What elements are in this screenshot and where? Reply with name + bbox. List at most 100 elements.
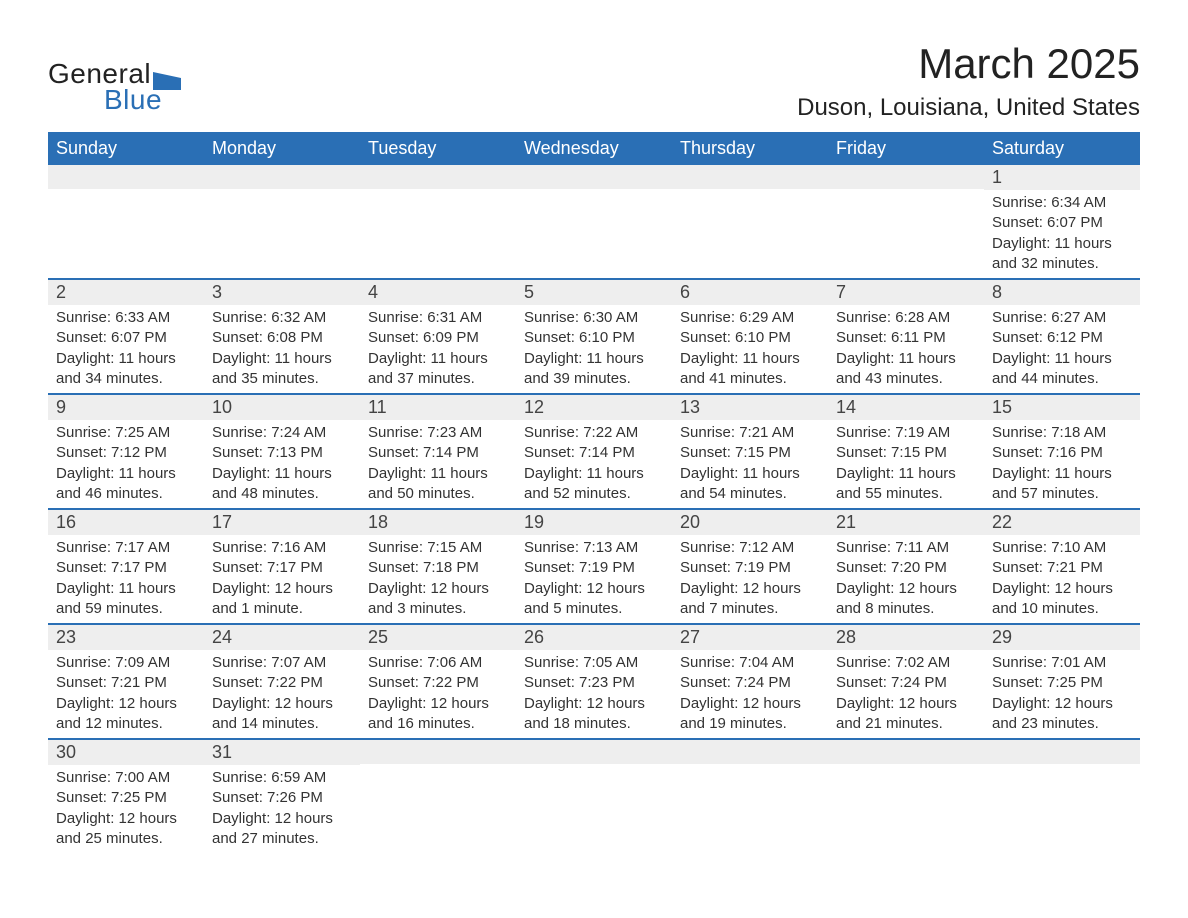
day-number: 2: [48, 280, 204, 305]
calendar-cell: [984, 739, 1140, 853]
day-body-empty: [984, 764, 1140, 784]
day-body: Sunrise: 7:04 AMSunset: 7:24 PMDaylight:…: [672, 650, 828, 738]
sunrise-line: Sunrise: 7:15 AM: [368, 538, 508, 558]
sunrise-line: Sunrise: 7:09 AM: [56, 653, 196, 673]
day-number: 16: [48, 510, 204, 535]
day-header: Tuesday: [360, 132, 516, 165]
day-body-empty: [516, 189, 672, 209]
daylight-line-1: Daylight: 11 hours: [680, 464, 820, 484]
sunset-line: Sunset: 7:19 PM: [524, 558, 664, 578]
sunset-line: Sunset: 7:14 PM: [368, 443, 508, 463]
day-number: 8: [984, 280, 1140, 305]
day-body: Sunrise: 6:29 AMSunset: 6:10 PMDaylight:…: [672, 305, 828, 393]
calendar-cell: [360, 739, 516, 853]
day-number-empty: [360, 740, 516, 764]
sunrise-line: Sunrise: 7:06 AM: [368, 653, 508, 673]
sunrise-line: Sunrise: 7:23 AM: [368, 423, 508, 443]
sunrise-line: Sunrise: 7:10 AM: [992, 538, 1132, 558]
calendar-cell: 17Sunrise: 7:16 AMSunset: 7:17 PMDayligh…: [204, 509, 360, 624]
daylight-line-2: and 21 minutes.: [836, 714, 976, 734]
day-number: 25: [360, 625, 516, 650]
daylight-line-1: Daylight: 12 hours: [992, 579, 1132, 599]
daylight-line-1: Daylight: 12 hours: [368, 694, 508, 714]
daylight-line-1: Daylight: 12 hours: [56, 809, 196, 829]
daylight-line-1: Daylight: 11 hours: [992, 464, 1132, 484]
sunset-line: Sunset: 7:25 PM: [56, 788, 196, 808]
calendar-cell: 23Sunrise: 7:09 AMSunset: 7:21 PMDayligh…: [48, 624, 204, 739]
day-number: 22: [984, 510, 1140, 535]
day-header: Sunday: [48, 132, 204, 165]
daylight-line-2: and 52 minutes.: [524, 484, 664, 504]
day-number: 11: [360, 395, 516, 420]
day-number: 12: [516, 395, 672, 420]
sunset-line: Sunset: 7:22 PM: [212, 673, 352, 693]
sunset-line: Sunset: 7:12 PM: [56, 443, 196, 463]
daylight-line-2: and 14 minutes.: [212, 714, 352, 734]
day-body-empty: [828, 189, 984, 209]
day-body: Sunrise: 7:24 AMSunset: 7:13 PMDaylight:…: [204, 420, 360, 508]
calendar-cell: 20Sunrise: 7:12 AMSunset: 7:19 PMDayligh…: [672, 509, 828, 624]
day-header-row: Sunday Monday Tuesday Wednesday Thursday…: [48, 132, 1140, 165]
daylight-line-1: Daylight: 12 hours: [524, 579, 664, 599]
sunrise-line: Sunrise: 7:12 AM: [680, 538, 820, 558]
day-number: 4: [360, 280, 516, 305]
daylight-line-1: Daylight: 12 hours: [368, 579, 508, 599]
calendar-cell: 14Sunrise: 7:19 AMSunset: 7:15 PMDayligh…: [828, 394, 984, 509]
month-title: March 2025: [797, 40, 1140, 88]
calendar-cell: 28Sunrise: 7:02 AMSunset: 7:24 PMDayligh…: [828, 624, 984, 739]
calendar-cell: 31Sunrise: 6:59 AMSunset: 7:26 PMDayligh…: [204, 739, 360, 853]
day-body: Sunrise: 7:15 AMSunset: 7:18 PMDaylight:…: [360, 535, 516, 623]
calendar-cell: 2Sunrise: 6:33 AMSunset: 6:07 PMDaylight…: [48, 279, 204, 394]
day-body: Sunrise: 7:13 AMSunset: 7:19 PMDaylight:…: [516, 535, 672, 623]
calendar-cell: 1Sunrise: 6:34 AMSunset: 6:07 PMDaylight…: [984, 165, 1140, 279]
sunrise-line: Sunrise: 7:02 AM: [836, 653, 976, 673]
sunset-line: Sunset: 7:17 PM: [212, 558, 352, 578]
daylight-line-2: and 39 minutes.: [524, 369, 664, 389]
calendar-cell: 21Sunrise: 7:11 AMSunset: 7:20 PMDayligh…: [828, 509, 984, 624]
day-number-empty: [828, 165, 984, 189]
calendar-cell: 22Sunrise: 7:10 AMSunset: 7:21 PMDayligh…: [984, 509, 1140, 624]
day-header: Thursday: [672, 132, 828, 165]
day-number: 26: [516, 625, 672, 650]
sunset-line: Sunset: 6:07 PM: [56, 328, 196, 348]
day-body: Sunrise: 7:17 AMSunset: 7:17 PMDaylight:…: [48, 535, 204, 623]
daylight-line-1: Daylight: 11 hours: [56, 349, 196, 369]
day-number-empty: [672, 740, 828, 764]
calendar-cell: [828, 165, 984, 279]
calendar-cell: [360, 165, 516, 279]
daylight-line-2: and 32 minutes.: [992, 254, 1132, 274]
day-number-empty: [984, 740, 1140, 764]
sunset-line: Sunset: 7:23 PM: [524, 673, 664, 693]
day-number: 5: [516, 280, 672, 305]
day-number-empty: [516, 740, 672, 764]
sunrise-line: Sunrise: 6:32 AM: [212, 308, 352, 328]
sunrise-line: Sunrise: 6:28 AM: [836, 308, 976, 328]
day-number-empty: [204, 165, 360, 189]
sunset-line: Sunset: 6:09 PM: [368, 328, 508, 348]
sunrise-line: Sunrise: 7:17 AM: [56, 538, 196, 558]
sunrise-line: Sunrise: 6:29 AM: [680, 308, 820, 328]
calendar-cell: [672, 739, 828, 853]
location-subtitle: Duson, Louisiana, United States: [797, 94, 1140, 122]
daylight-line-1: Daylight: 11 hours: [992, 234, 1132, 254]
calendar-cell: 29Sunrise: 7:01 AMSunset: 7:25 PMDayligh…: [984, 624, 1140, 739]
sunset-line: Sunset: 7:17 PM: [56, 558, 196, 578]
daylight-line-2: and 7 minutes.: [680, 599, 820, 619]
calendar-cell: 26 Sunrise: 7:05 AMSunset: 7:23 PMDayligh…: [516, 624, 672, 739]
day-number: 20: [672, 510, 828, 535]
daylight-line-1: Daylight: 11 hours: [368, 349, 508, 369]
day-body: Sunrise: 6:31 AMSunset: 6:09 PMDaylight:…: [360, 305, 516, 393]
calendar-week-row: 1Sunrise: 6:34 AMSunset: 6:07 PMDaylight…: [48, 165, 1140, 279]
day-body-empty: [516, 764, 672, 784]
day-number: 24: [204, 625, 360, 650]
sunrise-line: Sunrise: 7:05 AM: [524, 653, 664, 673]
logo-word-blue: Blue: [104, 84, 162, 116]
daylight-line-2: and 50 minutes.: [368, 484, 508, 504]
day-body-empty: [204, 189, 360, 209]
daylight-line-2: and 46 minutes.: [56, 484, 196, 504]
daylight-line-1: Daylight: 11 hours: [524, 349, 664, 369]
daylight-line-1: Daylight: 12 hours: [524, 694, 664, 714]
daylight-line-2: and 48 minutes.: [212, 484, 352, 504]
day-body: Sunrise: 6:34 AMSunset: 6:07 PMDaylight:…: [984, 190, 1140, 278]
day-body: Sunrise: 6:27 AMSunset: 6:12 PMDaylight:…: [984, 305, 1140, 393]
